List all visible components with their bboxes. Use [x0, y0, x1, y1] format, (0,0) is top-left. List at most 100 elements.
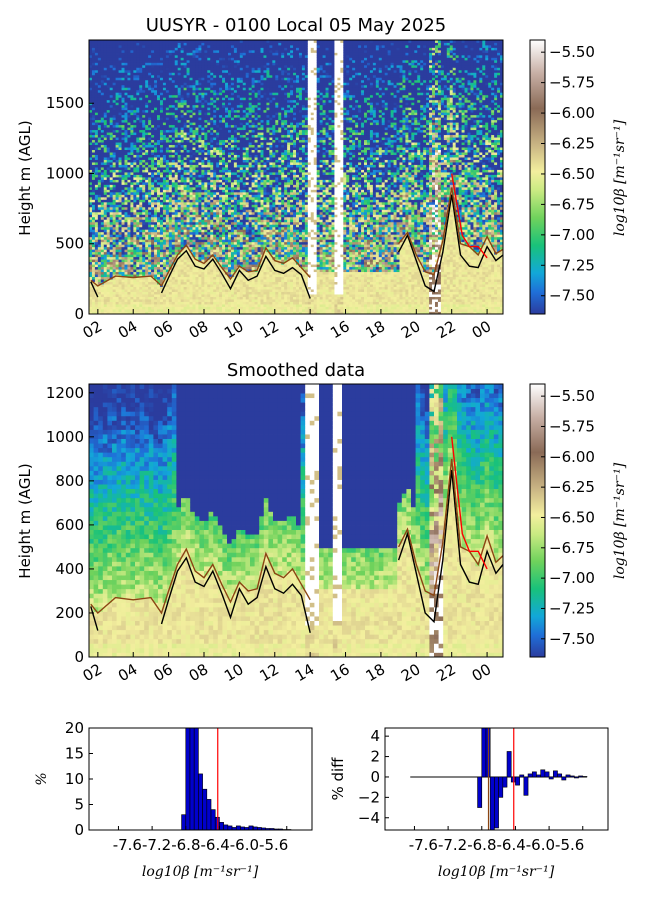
raw-heatmap-cell [184, 279, 187, 282]
raw-heatmap-cell [160, 254, 163, 257]
raw-heatmap-cell [148, 157, 151, 160]
raw-heatmap-cell [175, 214, 178, 217]
raw-heatmap-cell [204, 127, 207, 130]
raw-heatmap-cell [107, 45, 110, 48]
raw-heatmap-cell [148, 262, 151, 265]
raw-heatmap-cell [219, 145, 222, 148]
raw-heatmap-cell [142, 287, 145, 290]
raw-heatmap-cell [142, 115, 145, 118]
raw-heatmap-cell [116, 187, 119, 190]
raw-heatmap-cell [198, 307, 201, 310]
raw-heatmap-cell [190, 175, 193, 178]
raw-heatmap-cell [139, 75, 142, 78]
raw-heatmap-cell [148, 132, 151, 135]
raw-heatmap-cell [207, 75, 210, 78]
raw-heatmap-cell [130, 232, 133, 235]
raw-heatmap-cell [154, 289, 157, 292]
raw-heatmap-cell [139, 145, 142, 148]
raw-heatmap-cell [95, 150, 98, 153]
raw-heatmap-cell [113, 299, 116, 302]
raw-heatmap-cell [198, 145, 201, 148]
raw-heatmap-cell [198, 254, 201, 257]
raw-heatmap-cell [213, 140, 216, 143]
raw-heatmap-cell [154, 155, 157, 158]
raw-heatmap-cell [175, 212, 178, 215]
raw-heatmap-cell [184, 232, 187, 235]
raw-heatmap-cell [175, 197, 178, 200]
raw-heatmap-cell [127, 175, 130, 178]
raw-heatmap-cell [201, 299, 204, 302]
raw-heatmap-cell [107, 254, 110, 257]
raw-heatmap-cell [110, 145, 113, 148]
raw-heatmap-cell [207, 177, 210, 180]
raw-heatmap-cell [193, 307, 196, 310]
raw-heatmap-cell [198, 182, 201, 185]
raw-heatmap-cell [160, 85, 163, 88]
raw-heatmap-cell [210, 242, 213, 245]
raw-heatmap-cell [92, 277, 95, 280]
raw-heatmap-cell [124, 112, 127, 115]
raw-heatmap-cell [124, 189, 127, 192]
raw-heatmap-cell [133, 239, 136, 242]
raw-heatmap-cell [130, 179, 133, 182]
raw-heatmap-cell [184, 55, 187, 58]
raw-heatmap-cell [101, 302, 104, 305]
raw-heatmap-cell [163, 192, 166, 195]
raw-heatmap-cell [184, 170, 187, 173]
raw-heatmap-cell [116, 175, 119, 178]
raw-heatmap-cell [187, 242, 190, 245]
raw-heatmap-cell [133, 70, 136, 73]
raw-heatmap-cell [210, 187, 213, 190]
raw-heatmap-cell [107, 269, 110, 272]
raw-heatmap-cell [204, 292, 207, 295]
raw-heatmap-cell [127, 92, 130, 95]
raw-heatmap-cell [107, 135, 110, 138]
raw-heatmap-cell [201, 175, 204, 178]
raw-heatmap-cell [154, 97, 157, 100]
raw-heatmap-cell [157, 309, 160, 312]
raw-heatmap-cell [122, 52, 125, 55]
raw-heatmap-cell [172, 209, 175, 212]
raw-heatmap-cell [104, 289, 107, 292]
raw-heatmap-cell [119, 70, 122, 73]
raw-heatmap-cell [219, 92, 222, 95]
raw-heatmap-cell [222, 282, 225, 285]
raw-heatmap-cell [154, 90, 157, 93]
raw-heatmap-cell [169, 85, 172, 88]
raw-heatmap-cell [127, 95, 130, 98]
raw-heatmap-cell [163, 67, 166, 70]
raw-heatmap-cell [104, 47, 107, 50]
raw-heatmap-cell [157, 214, 160, 217]
raw-heatmap-cell [175, 199, 178, 202]
raw-heatmap-cell [184, 80, 187, 83]
raw-heatmap-cell [133, 107, 136, 110]
raw-heatmap-cell [133, 179, 136, 182]
raw-heatmap-cell [166, 150, 169, 153]
raw-heatmap-cell [210, 309, 213, 312]
raw-heatmap-cell [204, 155, 207, 158]
raw-heatmap-cell [107, 80, 110, 83]
raw-heatmap-cell [136, 179, 139, 182]
raw-heatmap-cell [136, 67, 139, 70]
raw-heatmap-cell [148, 87, 151, 90]
raw-heatmap-cell [160, 197, 163, 200]
raw-heatmap-cell [169, 222, 172, 225]
raw-heatmap-cell [172, 117, 175, 120]
raw-heatmap-cell [124, 239, 127, 242]
raw-heatmap-cell [104, 120, 107, 123]
raw-heatmap-cell [172, 207, 175, 210]
raw-heatmap-cell [181, 100, 184, 103]
raw-heatmap-cell [119, 187, 122, 190]
raw-heatmap-cell [122, 294, 125, 297]
raw-heatmap-cell [193, 182, 196, 185]
raw-heatmap-cell [130, 184, 133, 187]
raw-heatmap-cell [190, 179, 193, 182]
raw-heatmap-cell [198, 239, 201, 242]
raw-heatmap-cell [169, 247, 172, 250]
raw-heatmap-cell [184, 259, 187, 262]
raw-heatmap-cell [151, 204, 154, 207]
raw-heatmap-cell [98, 102, 101, 105]
raw-heatmap-cell [219, 137, 222, 140]
raw-heatmap-cell [195, 249, 198, 252]
raw-heatmap-cell [151, 97, 154, 100]
